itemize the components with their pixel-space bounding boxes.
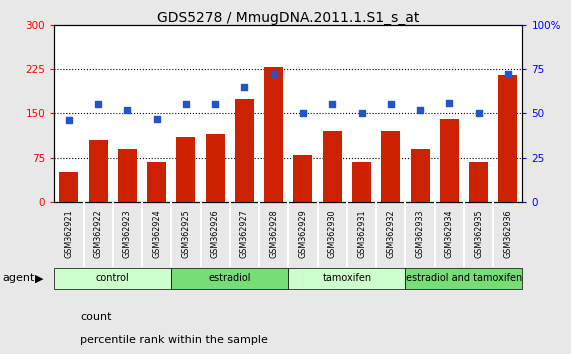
Bar — [264, 67, 283, 202]
FancyBboxPatch shape — [54, 268, 171, 289]
Point — [357, 110, 366, 116]
FancyBboxPatch shape — [405, 268, 522, 289]
Text: GSM362936: GSM362936 — [503, 210, 512, 258]
Bar — [440, 119, 459, 202]
Point — [152, 116, 161, 121]
Text: GSM362924: GSM362924 — [152, 210, 161, 258]
Text: GSM362932: GSM362932 — [386, 210, 395, 258]
Point — [474, 110, 483, 116]
Bar — [147, 162, 166, 202]
Text: GDS5278 / MmugDNA.2011.1.S1_s_at: GDS5278 / MmugDNA.2011.1.S1_s_at — [157, 11, 420, 25]
Text: control: control — [96, 273, 130, 283]
Point — [299, 110, 308, 116]
Point — [65, 118, 74, 123]
Point — [328, 102, 337, 107]
Bar — [89, 140, 108, 202]
Text: GSM362922: GSM362922 — [94, 210, 103, 258]
Text: GSM362927: GSM362927 — [240, 210, 249, 258]
Text: estradiol: estradiol — [208, 273, 251, 283]
Bar — [498, 75, 517, 202]
Point — [416, 107, 425, 113]
FancyBboxPatch shape — [171, 268, 288, 289]
Text: GSM362926: GSM362926 — [211, 210, 220, 258]
Text: estradiol and tamoxifen: estradiol and tamoxifen — [406, 273, 522, 283]
Bar — [176, 137, 195, 202]
Text: GSM362928: GSM362928 — [269, 210, 278, 258]
Text: percentile rank within the sample: percentile rank within the sample — [80, 335, 268, 345]
Point — [182, 102, 191, 107]
Bar — [118, 149, 137, 202]
Bar — [59, 172, 78, 202]
Point — [123, 107, 132, 113]
Point — [240, 84, 249, 90]
Bar — [293, 155, 312, 202]
Point — [94, 102, 103, 107]
Text: GSM362931: GSM362931 — [357, 210, 366, 258]
Bar — [381, 131, 400, 202]
Text: GSM362921: GSM362921 — [65, 210, 74, 258]
Bar — [323, 131, 342, 202]
Point — [269, 72, 278, 77]
Text: GSM362925: GSM362925 — [182, 210, 191, 258]
Point — [445, 100, 454, 105]
Point — [503, 72, 512, 77]
Text: GSM362935: GSM362935 — [474, 210, 483, 258]
Bar — [352, 162, 371, 202]
Bar — [411, 149, 429, 202]
Text: count: count — [80, 312, 111, 322]
Text: agent: agent — [3, 273, 35, 283]
Text: GSM362923: GSM362923 — [123, 210, 132, 258]
Point — [211, 102, 220, 107]
Bar — [235, 98, 254, 202]
FancyBboxPatch shape — [288, 268, 405, 289]
Text: GSM362933: GSM362933 — [416, 210, 425, 258]
Text: GSM362930: GSM362930 — [328, 210, 337, 258]
Bar — [206, 134, 225, 202]
Text: ▶: ▶ — [35, 273, 43, 283]
Point — [386, 102, 395, 107]
Text: GSM362929: GSM362929 — [299, 210, 308, 258]
Text: tamoxifen: tamoxifen — [322, 273, 372, 283]
Text: GSM362934: GSM362934 — [445, 210, 454, 258]
Bar — [469, 162, 488, 202]
